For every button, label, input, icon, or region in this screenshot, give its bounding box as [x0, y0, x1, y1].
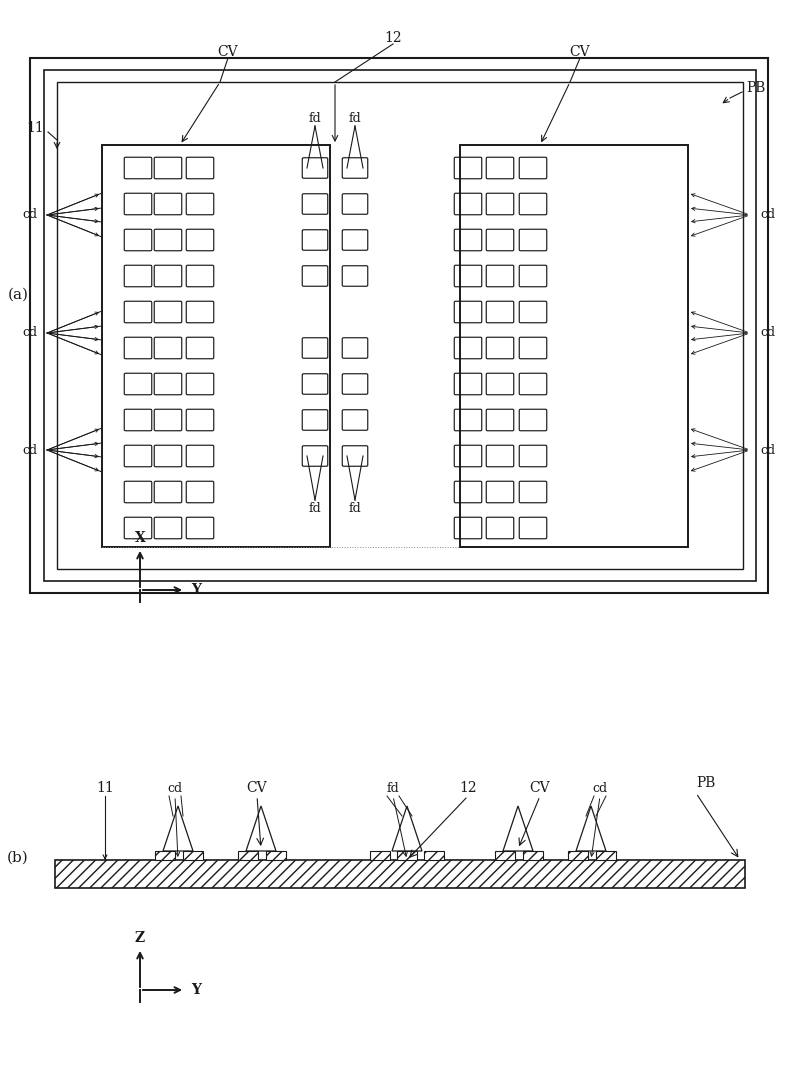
Bar — [460, 145, 688, 547]
Text: fd: fd — [349, 501, 362, 515]
Text: PB: PB — [746, 81, 766, 95]
Bar — [155, 852, 175, 860]
Text: 11: 11 — [96, 781, 114, 795]
Text: cd: cd — [593, 781, 607, 794]
Bar — [568, 852, 588, 860]
Text: fd: fd — [309, 501, 322, 515]
Bar — [596, 852, 616, 860]
Text: CV: CV — [246, 781, 267, 795]
Bar — [370, 852, 390, 860]
Bar — [102, 145, 330, 547]
Bar — [57, 82, 743, 569]
Bar — [30, 58, 768, 593]
Text: 11: 11 — [26, 121, 44, 135]
Text: fd: fd — [386, 781, 399, 794]
Text: cd: cd — [22, 209, 38, 222]
Text: cd: cd — [167, 781, 182, 794]
Text: CV: CV — [218, 45, 238, 60]
Text: cd: cd — [761, 209, 775, 222]
Bar — [523, 852, 543, 860]
Bar — [424, 852, 444, 860]
Text: cd: cd — [22, 444, 38, 457]
Text: cd: cd — [761, 444, 775, 457]
Text: cd: cd — [22, 327, 38, 340]
Text: PB: PB — [696, 776, 716, 790]
Text: fd: fd — [309, 111, 322, 124]
Text: X: X — [134, 531, 146, 545]
Text: CV: CV — [570, 45, 590, 60]
Text: Z: Z — [135, 931, 145, 945]
Text: (b): (b) — [7, 852, 29, 865]
Text: cd: cd — [761, 327, 775, 340]
Bar — [55, 860, 745, 888]
Bar — [238, 852, 258, 860]
Text: CV: CV — [530, 781, 550, 795]
Bar — [183, 852, 203, 860]
Text: Y: Y — [191, 984, 201, 997]
Bar — [397, 852, 417, 860]
Text: 12: 12 — [384, 31, 402, 45]
Bar — [495, 852, 515, 860]
Text: Y: Y — [191, 583, 201, 597]
Bar — [44, 70, 756, 581]
Text: (a): (a) — [7, 288, 29, 302]
Text: fd: fd — [349, 111, 362, 124]
Bar — [266, 852, 286, 860]
Text: 12: 12 — [459, 781, 477, 795]
